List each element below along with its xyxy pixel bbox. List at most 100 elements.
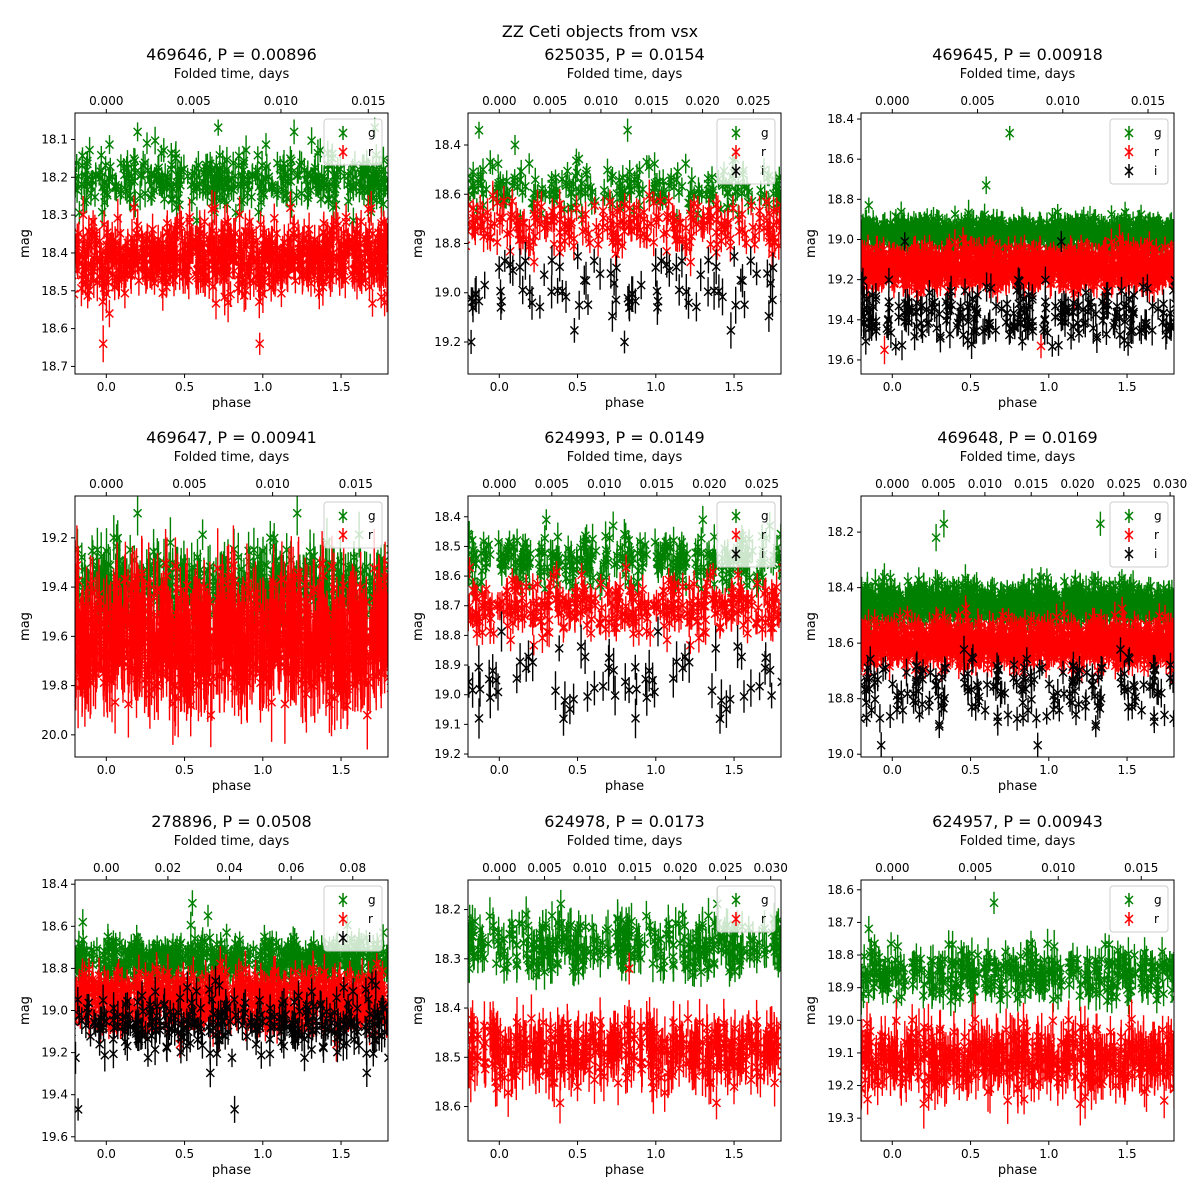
data-point-r bbox=[365, 273, 374, 301]
data-point-g bbox=[561, 173, 571, 198]
data-point-g bbox=[960, 211, 970, 230]
data-point-r bbox=[120, 278, 130, 309]
data-point-i bbox=[574, 290, 584, 320]
data-point-r bbox=[75, 221, 84, 246]
data-point-g bbox=[568, 176, 578, 192]
top-x-tick-label: 0.000 bbox=[482, 94, 516, 108]
data-point-i bbox=[1176, 289, 1184, 309]
data-point-g bbox=[213, 119, 223, 136]
data-point-r bbox=[1173, 245, 1174, 254]
data-point-i bbox=[731, 286, 741, 324]
data-point-g bbox=[75, 573, 76, 582]
data-point-i bbox=[726, 312, 736, 349]
data-point-g bbox=[391, 540, 399, 574]
data-point-g bbox=[574, 151, 584, 167]
data-point-r bbox=[310, 257, 320, 294]
data-point-r bbox=[477, 201, 487, 230]
data-point-r bbox=[1176, 265, 1184, 295]
data-point-r bbox=[755, 206, 765, 230]
data-point-i bbox=[696, 258, 706, 292]
x-tick-label: 1.0 bbox=[1039, 380, 1058, 394]
data-point-g bbox=[468, 180, 478, 201]
data-point-i bbox=[612, 255, 621, 281]
data-point-r bbox=[339, 222, 349, 245]
y-tick-label: 18.8 bbox=[434, 237, 461, 251]
data-point-r bbox=[350, 230, 360, 262]
data-point-i bbox=[569, 318, 579, 343]
data-point-r bbox=[101, 274, 111, 314]
data-point-r bbox=[148, 213, 158, 246]
data-point-g bbox=[306, 167, 316, 185]
data-point-r bbox=[1177, 260, 1185, 290]
top-x-tick-label: 0.010 bbox=[584, 94, 618, 108]
x-tick-label: 0.0 bbox=[97, 380, 116, 394]
data-point-i bbox=[583, 294, 593, 315]
data-point-i bbox=[718, 278, 727, 316]
data-point-r bbox=[706, 235, 716, 254]
data-point-r bbox=[244, 254, 254, 286]
data-point-g bbox=[907, 217, 917, 240]
data-point-g bbox=[115, 183, 125, 205]
legend-label-g: g bbox=[368, 126, 376, 140]
legend-label-r: r bbox=[368, 145, 373, 159]
x-tick-label: 0.0 bbox=[490, 380, 509, 394]
data-point-g bbox=[325, 180, 334, 199]
data-point-r bbox=[88, 259, 98, 281]
data-point-g bbox=[385, 158, 388, 168]
data-point-r bbox=[1177, 264, 1185, 284]
data-point-i bbox=[573, 243, 583, 270]
data-point-r bbox=[1173, 258, 1174, 267]
data-point-r bbox=[726, 223, 735, 255]
data-point-r bbox=[776, 189, 781, 221]
data-point-r bbox=[122, 240, 132, 264]
data-point-r bbox=[103, 259, 112, 284]
data-point-g bbox=[1064, 218, 1074, 238]
data-point-g bbox=[1168, 219, 1174, 240]
data-point-i bbox=[1170, 299, 1174, 309]
data-point-r bbox=[75, 289, 79, 299]
data-point-g bbox=[893, 213, 903, 235]
data-point-r bbox=[649, 228, 659, 257]
data-point-g bbox=[1071, 210, 1081, 236]
plot-data bbox=[75, 117, 399, 363]
data-point-i bbox=[738, 264, 747, 298]
data-point-r bbox=[642, 226, 652, 249]
data-point-g bbox=[1005, 126, 1015, 141]
data-point-g bbox=[948, 219, 958, 242]
data-point-r bbox=[1173, 268, 1174, 277]
data-point-r bbox=[129, 195, 139, 220]
data-point-g bbox=[91, 162, 101, 186]
data-point-r bbox=[391, 234, 399, 269]
legend-label-g: g bbox=[761, 126, 769, 140]
data-point-g bbox=[623, 118, 633, 142]
data-point-r bbox=[746, 196, 756, 216]
data-point-r bbox=[321, 246, 331, 283]
data-point-g bbox=[599, 178, 609, 202]
data-point-r bbox=[1173, 253, 1174, 261]
y-tick-label: 18.7 bbox=[41, 359, 68, 373]
data-point-g bbox=[204, 166, 214, 187]
data-point-r bbox=[1173, 259, 1174, 267]
legend-marker-g bbox=[338, 126, 348, 140]
x-axis-label: phase bbox=[212, 396, 251, 411]
data-point-g bbox=[137, 162, 147, 186]
data-point-r bbox=[569, 226, 579, 252]
data-point-g bbox=[195, 169, 205, 199]
top-x-tick-label: 0.015 bbox=[1131, 94, 1165, 108]
data-point-g bbox=[1036, 220, 1046, 245]
data-point-r bbox=[387, 250, 388, 259]
data-point-r bbox=[1173, 258, 1174, 266]
data-point-g bbox=[782, 179, 790, 201]
data-point-r bbox=[327, 253, 337, 293]
data-point-r bbox=[382, 227, 388, 249]
legend-label-r: r bbox=[1154, 145, 1159, 159]
data-point-r bbox=[391, 245, 399, 268]
y-tick-label: 19.4 bbox=[827, 313, 854, 327]
data-point-r bbox=[783, 209, 791, 228]
data-point-r bbox=[594, 223, 604, 248]
data-point-r bbox=[572, 195, 582, 221]
data-point-i bbox=[681, 274, 691, 310]
data-point-g bbox=[351, 170, 361, 198]
data-point-r bbox=[276, 279, 286, 308]
